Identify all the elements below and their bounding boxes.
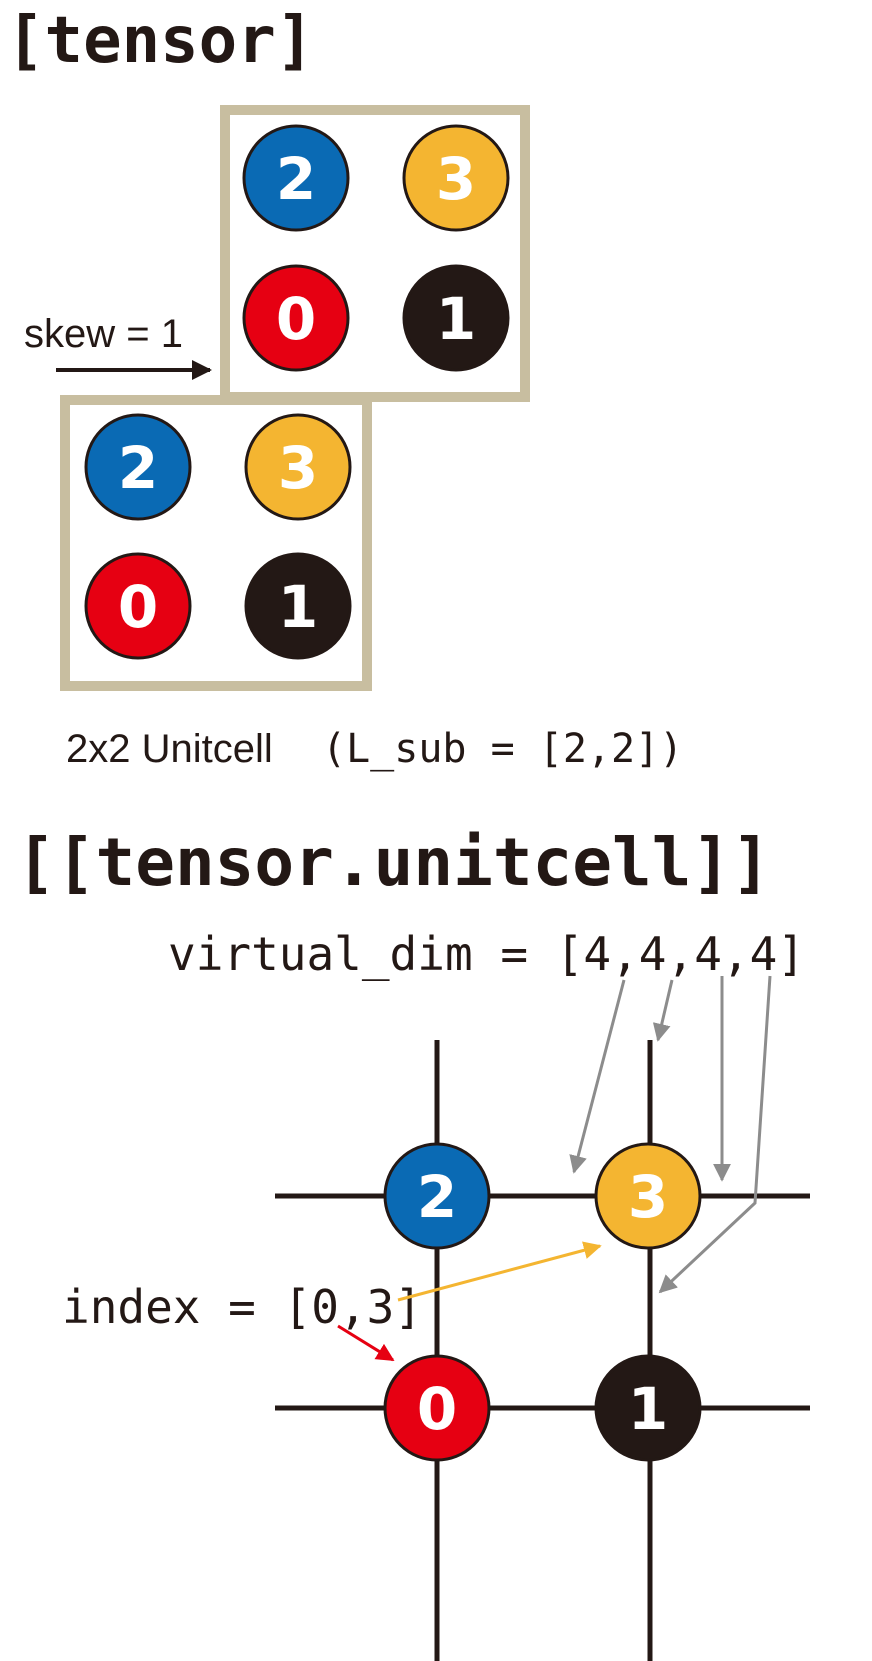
site-label: 0 bbox=[276, 285, 316, 353]
lattice-site-0: 0 bbox=[383, 1354, 491, 1462]
site-0: 0 bbox=[242, 264, 350, 372]
virtual-dim-label: virtual_dim = [4,4,4,4] bbox=[168, 927, 805, 981]
site-1: 1 bbox=[402, 264, 510, 372]
site-label: 1 bbox=[278, 573, 318, 641]
site-label: 1 bbox=[436, 285, 476, 353]
site-2: 2 bbox=[84, 413, 192, 521]
index-arrow-yellow bbox=[397, 1241, 602, 1302]
virtual-dim-arrows bbox=[569, 975, 772, 1294]
site-label: 2 bbox=[276, 145, 316, 213]
site-3: 3 bbox=[402, 124, 510, 232]
site-label: 3 bbox=[436, 145, 476, 213]
site-label: 2 bbox=[118, 434, 158, 502]
unitcell-heading: [[tensor.unitcell]] bbox=[16, 824, 771, 901]
site-label: 1 bbox=[628, 1375, 668, 1443]
lsub-caption: (L_sub = [2,2]) bbox=[322, 726, 683, 772]
site-label: 0 bbox=[417, 1375, 457, 1443]
site-label: 2 bbox=[417, 1163, 457, 1231]
index-arrow-red bbox=[337, 1324, 395, 1362]
lattice-site-2: 2 bbox=[383, 1142, 491, 1250]
unitcell-box-lower: 2 3 0 1 bbox=[60, 395, 372, 691]
unitcell-box-upper: 2 3 0 1 bbox=[220, 105, 530, 402]
site-1: 1 bbox=[244, 552, 352, 660]
lattice-lines bbox=[275, 1040, 810, 1661]
site-label: 3 bbox=[628, 1163, 668, 1231]
tensor-heading: [tensor] bbox=[6, 4, 314, 78]
site-label: 0 bbox=[118, 573, 158, 641]
index-label: index = [0,3] bbox=[62, 1280, 422, 1334]
unitcell-caption: 2x2 Unitcell bbox=[66, 727, 273, 771]
lattice-site-3: 3 bbox=[594, 1142, 702, 1250]
site-0: 0 bbox=[84, 552, 192, 660]
site-label: 3 bbox=[278, 434, 318, 502]
skew-label: skew = 1 bbox=[24, 312, 183, 356]
site-3: 3 bbox=[244, 413, 352, 521]
site-2: 2 bbox=[242, 124, 350, 232]
lattice-site-1: 1 bbox=[594, 1354, 702, 1462]
